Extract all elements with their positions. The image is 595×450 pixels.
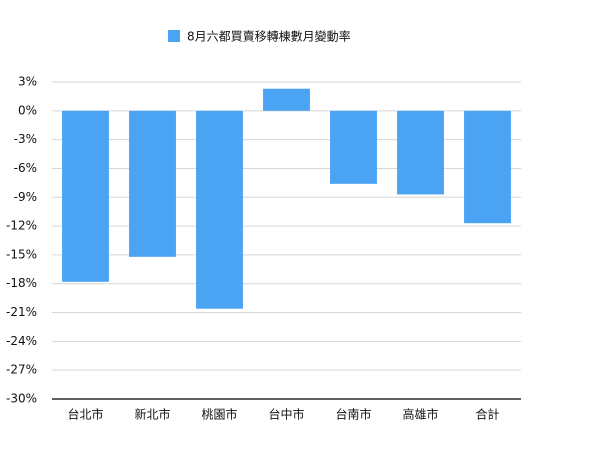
x-tick-label: 高雄市: [402, 407, 438, 422]
bar: [62, 110, 109, 282]
x-tick-label: 桃園市: [201, 407, 237, 422]
y-tick-label: 3%: [18, 75, 37, 89]
x-tick-label: 合計: [475, 407, 499, 422]
y-tick-label: -6%: [14, 161, 37, 175]
bar: [330, 110, 377, 184]
x-tick-label: 台北市: [67, 407, 103, 422]
x-tick-label: 台中市: [268, 407, 304, 422]
y-tick-label: -18%: [6, 276, 37, 290]
x-tick-label: 新北市: [134, 407, 170, 422]
bar: [464, 110, 511, 224]
bar: [129, 110, 176, 257]
legend-label: 8月六都買賣移轉棟數月變動率: [187, 29, 351, 44]
y-tick-label: -9%: [14, 190, 37, 204]
bar: [397, 110, 444, 195]
y-tick-label: 0%: [18, 103, 37, 117]
legend-swatch: [168, 30, 180, 42]
y-tick-label: -12%: [6, 219, 37, 233]
y-tick-label: -21%: [6, 305, 37, 319]
bar: [263, 88, 310, 111]
y-tick-label: -24%: [6, 334, 37, 348]
y-tick-label: -15%: [6, 247, 37, 261]
y-tick-label: -27%: [6, 363, 37, 377]
bar: [196, 110, 243, 309]
x-tick-label: 台南市: [335, 407, 371, 422]
y-tick-label: -3%: [14, 132, 37, 146]
y-tick-label: -30%: [6, 392, 37, 406]
